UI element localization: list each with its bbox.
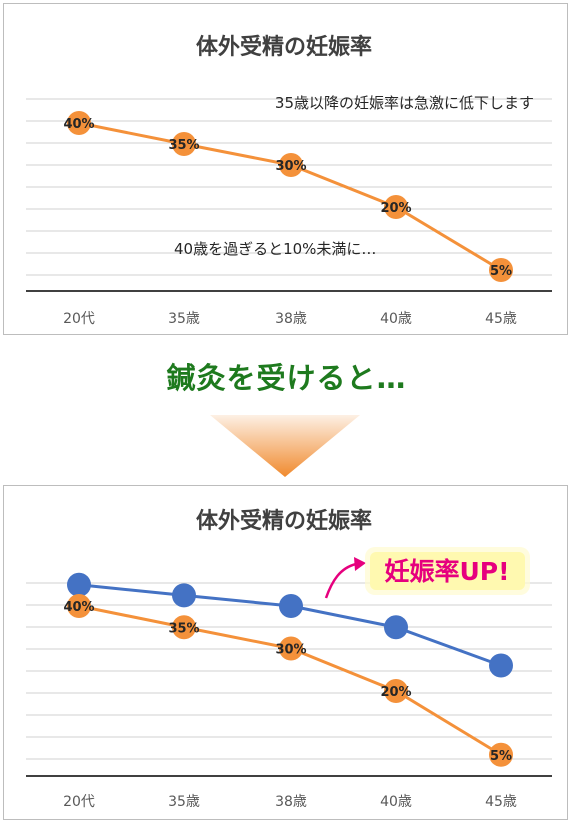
badge-text: 妊娠率UP!: [384, 557, 509, 586]
data-point-orange: [172, 132, 196, 156]
data-point-blue: [384, 615, 408, 640]
down-arrow-icon: [210, 415, 360, 477]
data-label: 20%: [380, 201, 411, 216]
data-point-orange: [489, 258, 513, 282]
chart-title: 体外受精の妊娠率: [196, 34, 372, 60]
badge-background: [370, 552, 525, 590]
data-point-orange: [489, 742, 513, 767]
chart-panel-bottom: 体外受精の妊娠率 20代 35歳 38歳 40歳 45歳 40% 35% 30% 20% 5% 妊娠率…: [3, 485, 568, 820]
data-label: 5%: [490, 749, 512, 764]
data-label: 30%: [275, 643, 306, 658]
annotation-text: 35歳以降の妊娠率は急激に低下します: [275, 94, 534, 112]
data-label: 20%: [380, 685, 411, 700]
data-point-blue: [172, 583, 196, 608]
data-point-orange: [384, 195, 408, 219]
data-point-orange: [67, 111, 91, 135]
callout-arrow-head: [354, 557, 366, 571]
middle-caption: 鍼灸を受けると…: [166, 361, 407, 395]
x-tick-label: 45歳: [485, 311, 517, 327]
data-label: 40%: [63, 600, 94, 615]
chart-panel-top: 体外受精の妊娠率 20代 35歳 38歳 40歳 45歳 40% 35% 30% 20% 5% 35歳…: [3, 3, 568, 335]
chart-title: 体外受精の妊娠率: [196, 508, 372, 534]
x-tick-label: 35歳: [168, 794, 200, 810]
data-label: 35%: [168, 621, 199, 636]
data-label: 35%: [168, 138, 199, 153]
annotation-text: 40歳を過ぎると10%未満に…: [174, 240, 376, 258]
data-point-blue: [279, 594, 303, 618]
chart-bottom: 体外受精の妊娠率 20代 35歳 38歳 40歳 45歳 40% 35% 30% 20% 5% 妊娠率…: [26, 508, 552, 810]
data-point-blue: [67, 572, 91, 597]
x-tick-label: 38歳: [275, 794, 307, 810]
data-point-orange: [384, 679, 408, 703]
x-tick-label: 40歳: [380, 794, 412, 810]
data-point-orange: [67, 594, 91, 618]
series-line-orange: [78, 604, 502, 757]
data-point-orange: [279, 153, 303, 177]
callout-arrow: [324, 562, 357, 599]
data-point-blue: [489, 653, 513, 678]
data-point-orange: [279, 636, 303, 661]
x-tick-label: 35歳: [168, 311, 200, 327]
chart-top: 体外受精の妊娠率 20代 35歳 38歳 40歳 45歳 40% 35% 30% 20% 5% 35歳…: [26, 34, 552, 327]
x-tick-label: 40歳: [380, 311, 412, 327]
x-tick-label: 20代: [63, 794, 95, 810]
x-tick-label: 45歳: [485, 794, 517, 810]
data-label: 30%: [275, 159, 306, 174]
data-label: 5%: [490, 264, 512, 279]
x-tick-label: 20代: [63, 311, 95, 327]
data-label: 40%: [63, 117, 94, 132]
data-point-orange: [172, 615, 196, 640]
x-tick-label: 38歳: [275, 311, 307, 327]
